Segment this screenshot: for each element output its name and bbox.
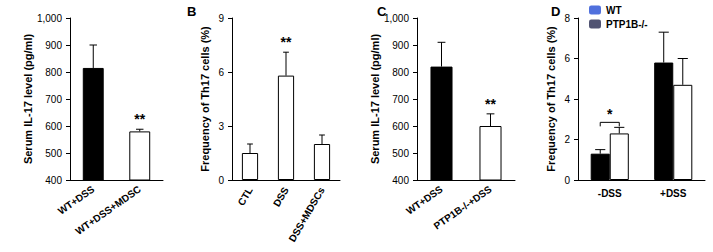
svg-text:9: 9 [218, 13, 224, 24]
svg-text:600: 600 [392, 121, 409, 132]
svg-text:700: 700 [392, 94, 409, 105]
svg-text:D: D [551, 4, 560, 19]
svg-text:DSS+MDSCs: DSS+MDSCs [287, 185, 327, 244]
svg-text:*: * [607, 106, 613, 122]
svg-text:900: 900 [45, 40, 62, 51]
svg-text:800: 800 [392, 67, 409, 78]
svg-text:800: 800 [45, 67, 62, 78]
svg-text:Frequency of Th17 cells (%): Frequency of Th17 cells (%) [199, 26, 211, 172]
svg-text:PTP1B-/-+DSS: PTP1B-/-+DSS [432, 183, 494, 231]
svg-text:DSS: DSS [271, 185, 291, 209]
svg-text:**: ** [485, 96, 496, 112]
svg-text:500: 500 [45, 148, 62, 159]
svg-text:WT: WT [606, 5, 622, 16]
svg-text:B: B [187, 4, 196, 19]
svg-text:1,000: 1,000 [37, 13, 62, 24]
svg-text:CTL: CTL [236, 185, 255, 207]
svg-text:**: ** [281, 34, 292, 50]
svg-text:WT+DSS: WT+DSS [56, 183, 97, 216]
svg-text:C: C [377, 4, 387, 19]
svg-text:400: 400 [45, 175, 62, 186]
svg-text:+DSS: +DSS [660, 188, 687, 199]
svg-text:900: 900 [392, 40, 409, 51]
svg-text:400: 400 [392, 175, 409, 186]
svg-text:8: 8 [564, 13, 570, 24]
svg-text:0: 0 [564, 175, 570, 186]
svg-text:PTP1B-/-: PTP1B-/- [606, 19, 648, 30]
svg-text:Serum IL-17 level (pg/ml): Serum IL-17 level (pg/ml) [369, 34, 381, 165]
svg-text:600: 600 [45, 121, 62, 132]
svg-text:700: 700 [45, 94, 62, 105]
svg-text:WT+DSS: WT+DSS [404, 183, 445, 216]
svg-text:WT+DSS+MDSC: WT+DSS+MDSC [73, 183, 143, 236]
svg-text:Serum IL-17 level (pg/ml): Serum IL-17 level (pg/ml) [22, 34, 34, 165]
svg-text:4: 4 [564, 94, 570, 105]
svg-text:Frequency of Th17 cells (%): Frequency of Th17 cells (%) [545, 26, 557, 172]
svg-text:6: 6 [564, 53, 570, 64]
svg-text:1,000: 1,000 [384, 13, 409, 24]
svg-text:0: 0 [218, 175, 224, 186]
svg-text:500: 500 [392, 148, 409, 159]
svg-text:6: 6 [218, 67, 224, 78]
svg-text:3: 3 [218, 121, 224, 132]
svg-text:2: 2 [564, 134, 570, 145]
svg-text:**: ** [134, 111, 145, 127]
svg-text:-DSS: -DSS [598, 188, 622, 199]
